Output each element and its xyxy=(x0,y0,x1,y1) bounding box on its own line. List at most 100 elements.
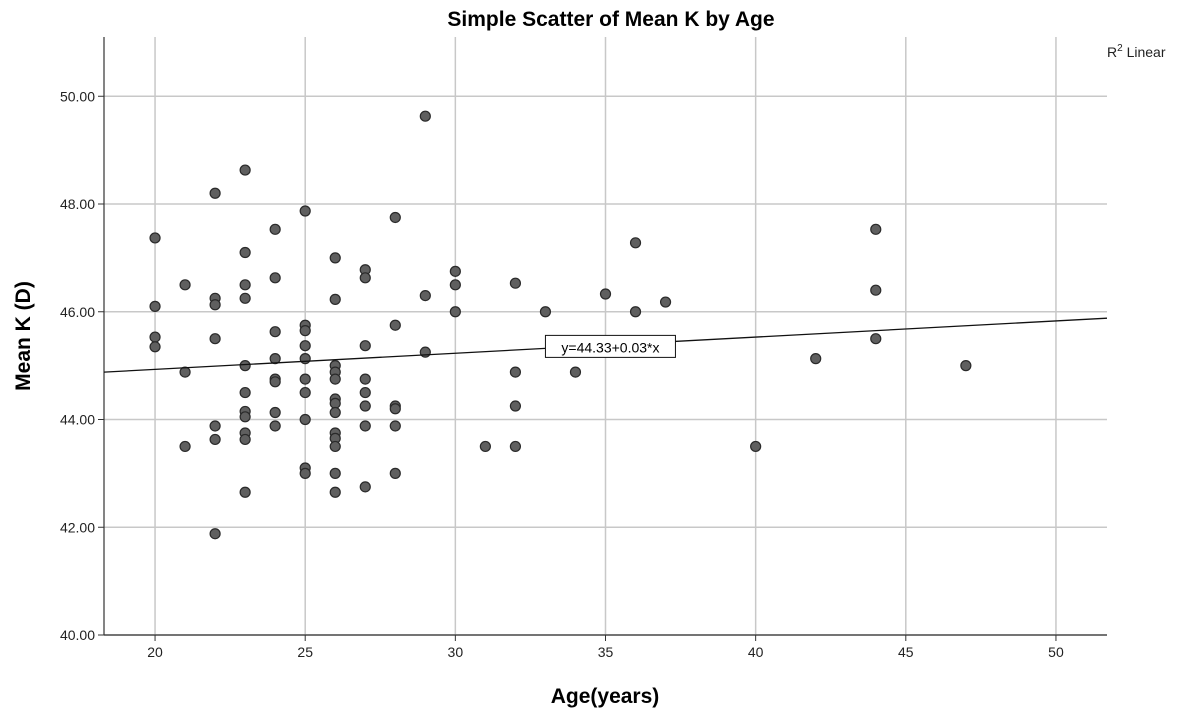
fit-equation-box xyxy=(544,334,676,358)
scatter-point xyxy=(149,300,161,312)
scatter-point xyxy=(269,326,281,338)
scatter-point xyxy=(209,333,221,345)
y-tick-label: 42.00 xyxy=(60,519,95,535)
y-tick-label: 50.00 xyxy=(60,88,95,104)
scatter-point xyxy=(419,110,431,122)
axes: 20 25 30 35 40 45 50 40.00 42.00 44.00 46.00 48.00 5… xyxy=(60,37,1107,660)
scatter-point xyxy=(209,528,221,540)
y-tick-label: 46.00 xyxy=(60,304,95,320)
scatter-point xyxy=(299,373,311,385)
scatter-point xyxy=(239,246,251,259)
scatter-point xyxy=(269,406,281,419)
scatter-point xyxy=(149,232,161,244)
scatter-point xyxy=(149,341,161,353)
scatter-point xyxy=(269,420,281,432)
scatter-point xyxy=(359,272,371,284)
scatter-point xyxy=(359,386,371,399)
scatter-point xyxy=(359,420,371,432)
scatter-point xyxy=(629,237,642,249)
scatter-point xyxy=(389,420,401,432)
scatter-point xyxy=(269,353,281,365)
fit-line-group: y=44.33+0.03*x xyxy=(103,317,1108,373)
scatter-point xyxy=(359,400,371,412)
scatter-point xyxy=(179,279,191,291)
scatter-point xyxy=(359,340,371,352)
x-tick-label: 30 xyxy=(448,644,464,660)
scatter-point xyxy=(870,333,882,345)
scatter-point xyxy=(239,433,251,446)
scatter-point xyxy=(960,360,972,372)
scatter-point xyxy=(299,467,311,479)
chart-title: Simple Scatter of Mean K by Age xyxy=(447,8,774,31)
x-tick-label: 40 xyxy=(748,644,764,660)
scatter-point xyxy=(449,279,461,291)
scatter-point xyxy=(569,366,582,378)
y-tick-label: 40.00 xyxy=(60,627,95,643)
scatter-point xyxy=(209,420,221,432)
scatter-point xyxy=(269,223,281,235)
scatter-point xyxy=(299,325,311,337)
scatter-point xyxy=(209,433,221,446)
scatter-point xyxy=(359,481,371,493)
scatter-point xyxy=(239,292,251,304)
x-axis-title: Age(years) xyxy=(551,685,660,708)
legend-label-main: R xyxy=(1107,44,1117,60)
scatter-point xyxy=(750,440,762,453)
legend-label: R2 Linear xyxy=(1107,43,1166,60)
x-tick-label: 50 xyxy=(1048,644,1064,660)
scatter-point xyxy=(329,252,341,264)
x-tick-label: 20 xyxy=(147,644,163,660)
scatter-point xyxy=(539,306,552,318)
scatter-point xyxy=(299,413,311,426)
scatter-point xyxy=(239,164,251,176)
scatter-point xyxy=(299,386,311,399)
grid-lines xyxy=(104,37,1107,636)
scatter-point xyxy=(299,340,311,352)
y-tick-label: 48.00 xyxy=(60,196,95,212)
scatter-point xyxy=(269,376,281,388)
scatter-point xyxy=(599,288,612,300)
scatter-point xyxy=(239,360,251,372)
scatter-point xyxy=(449,265,461,277)
scatter-point xyxy=(810,353,822,365)
scatter-point xyxy=(299,205,311,217)
scatter-point xyxy=(389,467,401,479)
x-tick-label: 35 xyxy=(598,644,614,660)
scatter-point xyxy=(509,277,522,289)
scatter-point xyxy=(269,272,281,284)
scatter-point xyxy=(149,331,161,343)
scatter-point xyxy=(329,406,341,419)
legend-label-sup: 2 xyxy=(1117,43,1123,54)
scatter-point xyxy=(209,299,221,311)
scatter-point xyxy=(329,440,341,453)
legend-label-rest: Linear xyxy=(1123,44,1166,60)
scatter-point xyxy=(509,366,522,378)
scatter-point xyxy=(659,296,672,308)
scatter-point xyxy=(870,284,882,296)
scatter-point xyxy=(179,366,191,378)
y-tick-label: 44.00 xyxy=(60,412,95,428)
scatter-point xyxy=(479,440,491,453)
scatter-point xyxy=(239,486,251,498)
scatter-point xyxy=(870,223,882,235)
scatter-point xyxy=(329,293,341,305)
y-axis-title: Mean K (D) xyxy=(12,281,35,391)
x-tick-label: 45 xyxy=(898,644,914,660)
scatter-point xyxy=(449,306,461,318)
scatter-point xyxy=(389,211,401,224)
scatter-point xyxy=(239,411,251,423)
scatter-point xyxy=(329,397,341,409)
x-tick-label: 25 xyxy=(297,644,313,660)
scatter-point xyxy=(389,319,401,331)
scatter-point xyxy=(179,440,191,453)
scatter-point xyxy=(329,373,341,385)
scatter-point xyxy=(239,279,251,291)
scatter-point xyxy=(329,486,341,498)
scatter-point xyxy=(509,400,522,412)
scatter-point xyxy=(509,440,522,453)
scatter-point xyxy=(359,373,371,385)
scatter-point xyxy=(419,289,431,302)
scatter-point xyxy=(239,386,251,399)
data-points xyxy=(149,110,972,540)
